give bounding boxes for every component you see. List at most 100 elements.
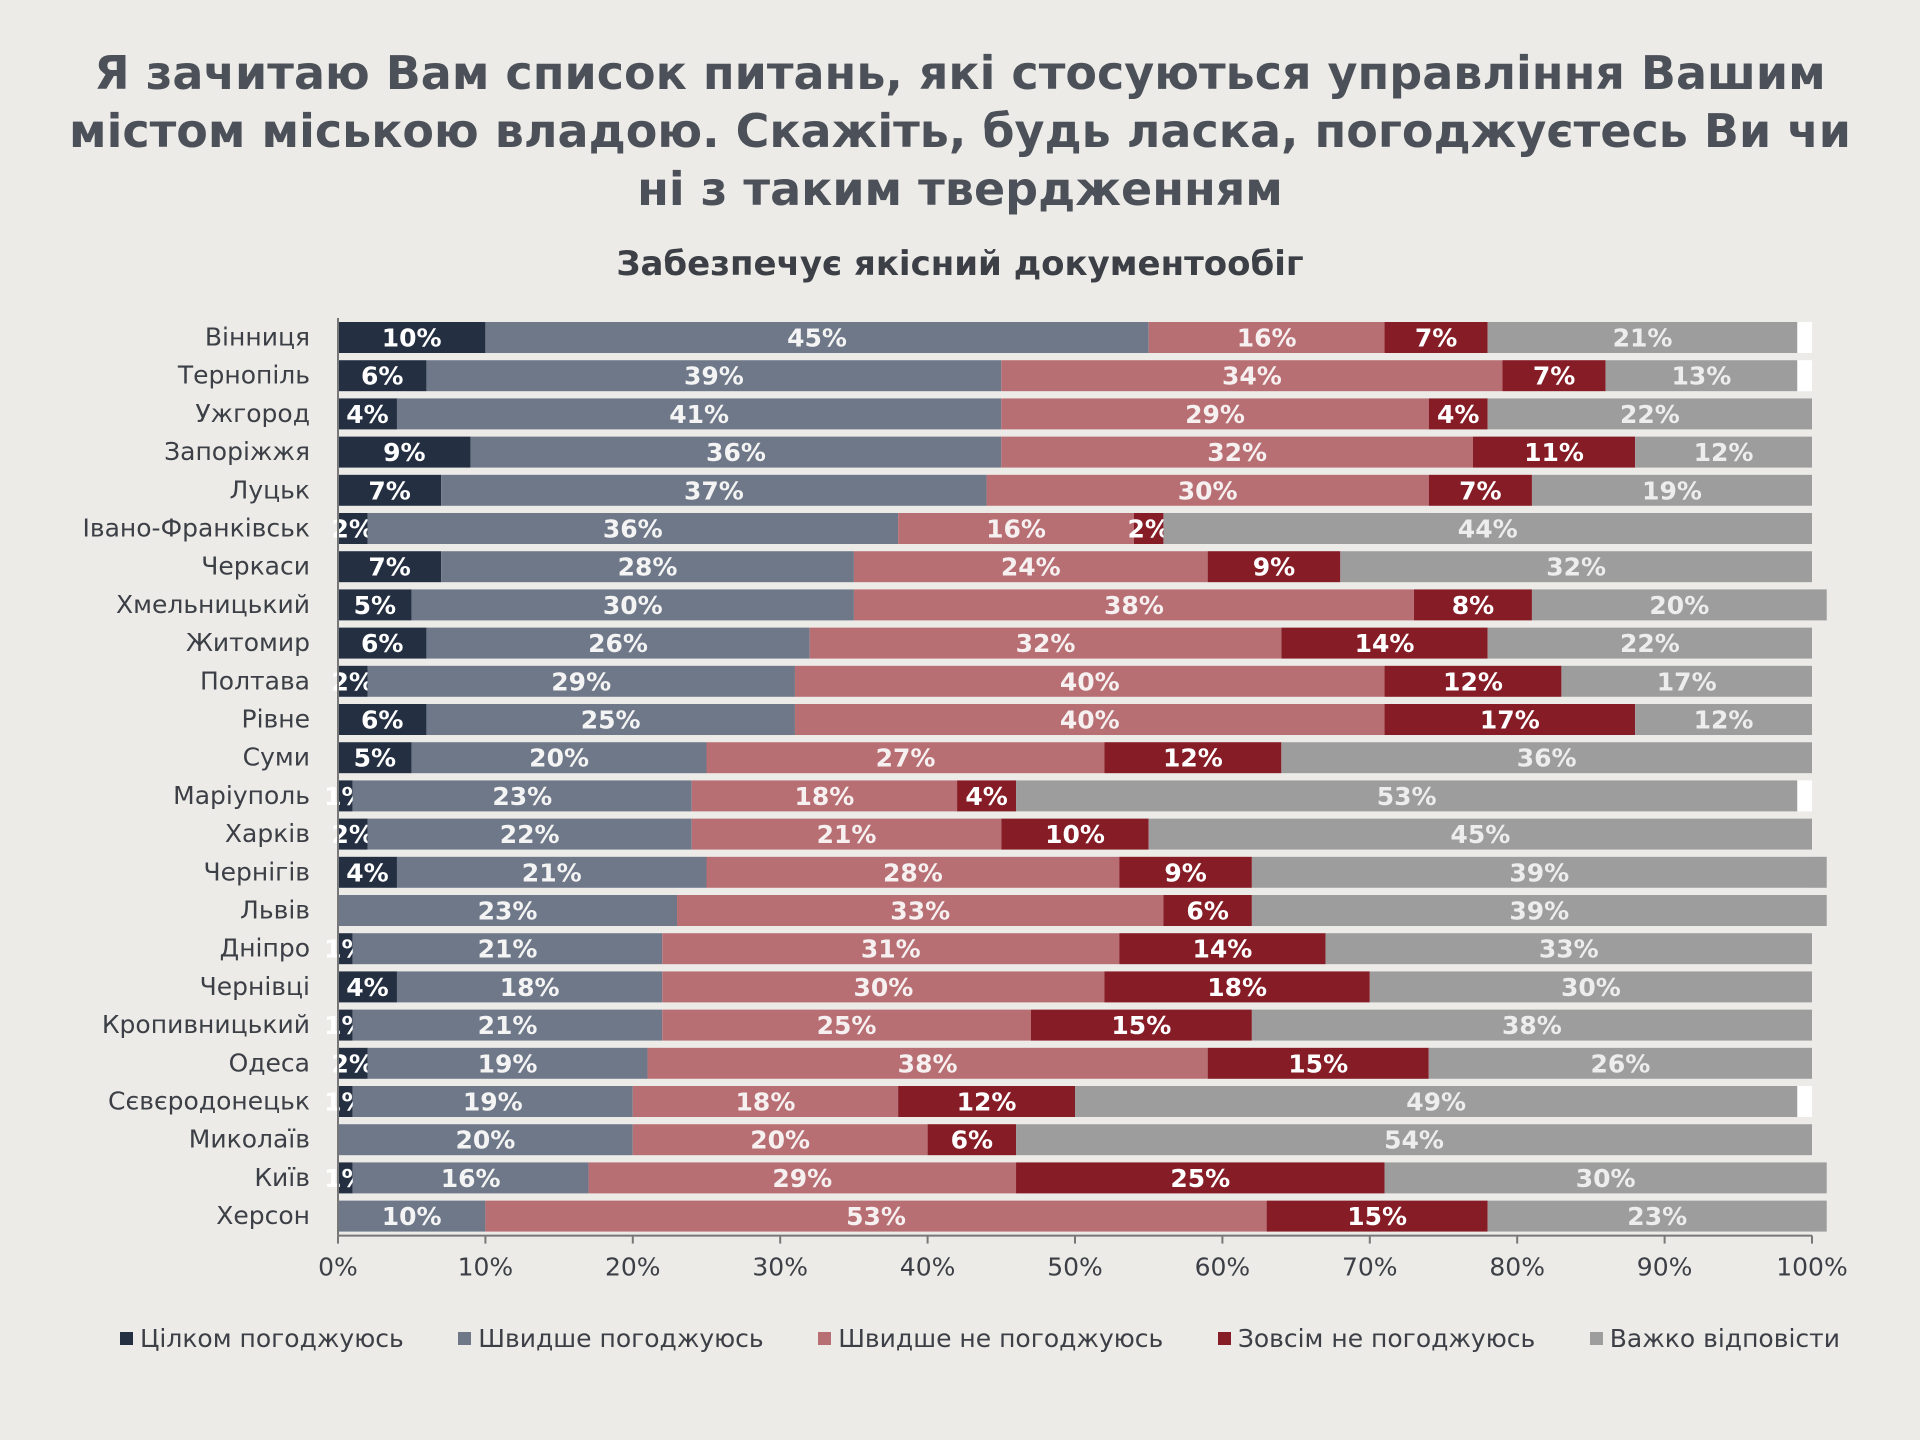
bar-segment (706, 856, 1120, 888)
bar-segment (1472, 436, 1636, 468)
category-label: Ужгород (195, 399, 310, 428)
data-label: 9% (1253, 553, 1295, 582)
data-label: 20% (1649, 591, 1709, 620)
legend-swatch (120, 1331, 133, 1345)
bar-segment (1635, 704, 1812, 735)
data-label: 38% (1104, 591, 1164, 620)
legend-item: Швидше не погоджуюсь (818, 1324, 1163, 1353)
bar-segment (1384, 704, 1636, 735)
data-label: 45% (1450, 820, 1510, 849)
bar-row: Тернопіль 6% 39% 34% 7% 13% (177, 360, 1812, 392)
bar-row: Ужгород 4% 41% 29% 4% 22% (195, 398, 1812, 430)
bar-segment (1325, 933, 1812, 965)
bar-segment (1487, 322, 1798, 353)
data-label: 39% (1509, 897, 1569, 926)
bar-segment (1487, 398, 1812, 430)
bar-segment (1251, 856, 1827, 888)
bar-segment (588, 1162, 1017, 1194)
bar-segment (1428, 398, 1488, 430)
data-label: 22% (500, 820, 560, 849)
bar-segment (338, 398, 397, 430)
bar-segment (1163, 513, 1812, 544)
bar-segment (352, 780, 692, 812)
bar-segment (1531, 474, 1812, 506)
data-label: 4% (346, 858, 388, 887)
bar-segment (1001, 436, 1473, 468)
data-label: 15% (1111, 1011, 1171, 1040)
bar-segment (441, 551, 854, 583)
data-label: 30% (1576, 1164, 1636, 1193)
data-label: 12% (957, 1088, 1017, 1117)
bar-segment (426, 360, 1002, 392)
chart-title-line-2: містом міською владою. Скажіть, будь лас… (68, 104, 1852, 158)
legend-label: Важко відповісти (1609, 1323, 1840, 1353)
data-label: 7% (368, 476, 410, 505)
chart-title-line-3: ні з таким твердженням (637, 162, 1283, 216)
chart-title-line-1: Я зачитаю Вам список питань, які стосуют… (94, 46, 1826, 100)
category-label: Полтава (200, 666, 310, 695)
data-label: 36% (603, 515, 663, 544)
bar-segment (1502, 360, 1606, 392)
bar-segment (1104, 742, 1282, 774)
data-label: 25% (581, 706, 641, 735)
bar-segment (1148, 322, 1385, 353)
data-label: 33% (1539, 935, 1599, 964)
bar-segment (367, 1047, 648, 1079)
data-label: 7% (368, 553, 410, 582)
bar-segment (706, 742, 1105, 774)
bar-segment (1016, 1162, 1385, 1194)
bar-segment (338, 704, 427, 735)
data-label: 5% (354, 591, 396, 620)
legend-label: Швидше не погоджуюсь (838, 1323, 1164, 1353)
x-tick-label: 10% (458, 1253, 514, 1282)
bar-segment (338, 436, 471, 468)
bar-segment (367, 665, 795, 697)
bar-segment (338, 818, 368, 850)
data-label: 18% (500, 973, 560, 1002)
bar-segment (662, 971, 1105, 1003)
data-label: 19% (478, 1049, 538, 1078)
category-label: Сєвєродонецьк (108, 1087, 310, 1116)
data-label: 18% (736, 1088, 796, 1117)
bar-segment (338, 1162, 353, 1194)
data-label: 11% (1524, 438, 1584, 467)
bar-segment (1207, 1047, 1429, 1079)
bar-segment (1001, 360, 1503, 392)
data-label: 7% (1415, 324, 1457, 353)
data-label: 21% (478, 1011, 538, 1040)
category-label: Кропивницький (102, 1010, 310, 1039)
bar-row: Полтава 2% 29% 40% 12% 17% (200, 665, 1812, 697)
data-label: 32% (1016, 629, 1076, 658)
category-label: Івано-Франківськ (82, 514, 310, 543)
data-label: 12% (1694, 706, 1754, 735)
bar-segment (1384, 1162, 1827, 1194)
x-tick-label: 30% (752, 1253, 808, 1282)
legend-label: Зовсім не погоджуюсь (1237, 1323, 1536, 1353)
bar-segment (338, 474, 442, 506)
data-label: 40% (1060, 706, 1120, 735)
category-label: Харків (225, 819, 310, 848)
data-label: 17% (1480, 706, 1540, 735)
bar-segment (338, 589, 412, 621)
category-label: Хмельницький (116, 590, 310, 619)
data-label: 37% (684, 476, 744, 505)
bar-segment (338, 1200, 486, 1232)
bar-segment (338, 1047, 368, 1079)
bar-segment (485, 322, 1149, 353)
bar-segment (352, 933, 663, 965)
data-label: 24% (1001, 553, 1061, 582)
bar-row: Дніпро 1% 21% 31% 14% 33% (220, 933, 1812, 965)
data-label: 26% (588, 629, 648, 658)
bar-segment (809, 627, 1282, 659)
bar-segment (338, 742, 412, 774)
data-label: 45% (787, 324, 847, 353)
bar-row: Миколаїв 20% 20% 6% 54% (189, 1124, 1812, 1156)
bar-row: Рівне 6% 25% 40% 17% 12% (242, 704, 1812, 735)
data-label: 40% (1060, 667, 1120, 696)
data-label: 31% (861, 935, 921, 964)
bar-segment (1487, 627, 1812, 659)
bar-row: Івано-Франківськ 2% 36% 16% 2% 44% (82, 513, 1812, 544)
bar-segment (1016, 780, 1798, 812)
data-label: 15% (1288, 1049, 1348, 1078)
bar-segment (1531, 589, 1827, 621)
